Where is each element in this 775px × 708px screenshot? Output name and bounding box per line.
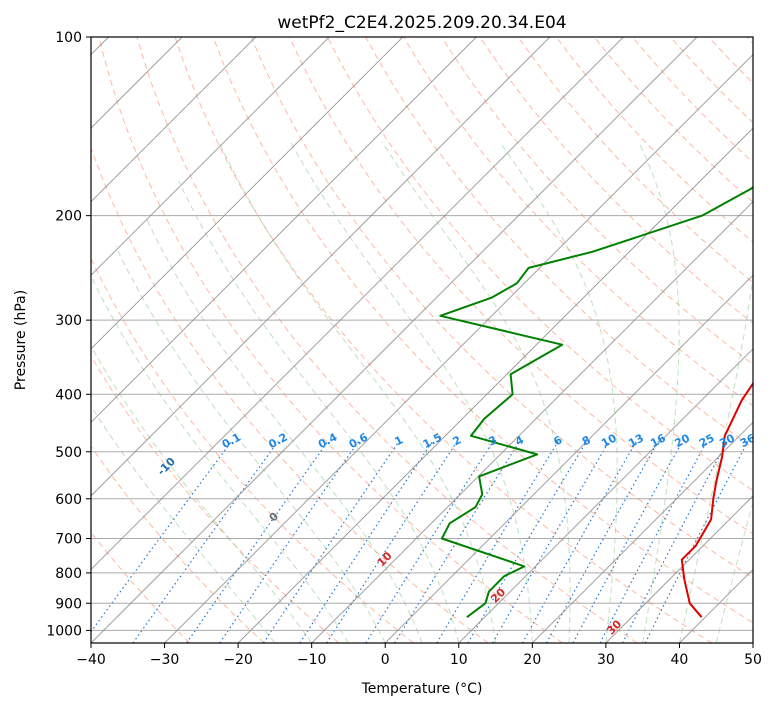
y-axis-title: Pressure (hPa)	[13, 290, 29, 390]
dry-adiabat-line	[212, 37, 753, 624]
mixing-ratio-line	[436, 440, 559, 643]
isotherm-line	[91, 37, 257, 203]
y-tick-label: 800	[55, 566, 82, 582]
isotherm-line	[311, 200, 753, 643]
isotherm-line	[91, 37, 404, 350]
moist-adiabat-line	[178, 180, 460, 643]
mixing-ratio-line	[599, 441, 708, 643]
dry-adiabat-line	[288, 37, 753, 535]
isotherm-line	[531, 421, 753, 643]
mixing-ratio-line	[467, 440, 588, 643]
y-tick-label: 900	[55, 596, 82, 612]
plot-frame	[90, 36, 754, 644]
mixing-ratio-line	[521, 440, 637, 643]
y-tick-label: 100	[55, 30, 82, 46]
moist-adiabat-line	[91, 275, 349, 643]
x-tick-label: 50	[744, 652, 762, 668]
y-tick-label: 300	[55, 313, 82, 329]
moist-adiabat-line	[91, 405, 276, 643]
y-tick-label: 1000	[46, 623, 82, 639]
mixing-ratio-line	[394, 440, 521, 643]
y-tick-label: 400	[55, 387, 82, 403]
mixing-ratio-line	[546, 440, 659, 643]
mixing-ratio-line	[326, 440, 458, 643]
dry-adiabat-line	[98, 37, 563, 643]
mixing-ratio-line	[572, 441, 684, 643]
dry-adiabat-line	[136, 37, 638, 643]
y-tick-label: 600	[55, 492, 82, 508]
isotherm-line	[91, 37, 477, 424]
mixing-ratio-label: 25	[697, 431, 717, 450]
isotherm-line	[605, 495, 753, 643]
isotherm-line	[164, 53, 753, 643]
x-tick-label: −10	[297, 652, 327, 668]
x-axis-title: Temperature (°C)	[361, 681, 483, 697]
isotherm-line	[91, 37, 624, 571]
isotherm-line	[91, 37, 551, 497]
moist-adiabat-line	[115, 245, 386, 643]
mixing-ratio-line	[132, 440, 279, 643]
dry-adiabat-line	[174, 37, 713, 643]
moist-adiabat-line	[144, 215, 423, 643]
mixing-ratio-label: 20	[672, 431, 692, 450]
x-tick-label: 10	[450, 652, 468, 668]
mixing-ratio-line	[186, 440, 329, 643]
moist-adiabat-line	[91, 345, 313, 643]
mixing-ratio-line	[492, 440, 610, 643]
mixing-ratio-label: 30	[717, 431, 737, 450]
x-tick-label: 40	[671, 652, 689, 668]
dry-adiabat-line	[91, 257, 414, 643]
x-tick-label: 20	[523, 652, 541, 668]
isotherm-line	[91, 37, 698, 643]
mixing-ratio-line	[644, 441, 749, 643]
isotherm-line	[384, 274, 753, 643]
sounding-series	[439, 185, 753, 618]
x-tick-label: −40	[76, 652, 106, 668]
mixing-ratio-lines	[91, 440, 749, 643]
isotherm-line	[458, 348, 753, 643]
y-tick-label: 500	[55, 445, 82, 461]
series-line-temperature	[680, 381, 753, 618]
chart-title: wetPf2_C2E4.2025.209.20.34.E04	[277, 13, 566, 33]
y-tick-label: 200	[55, 209, 82, 225]
dry-adiabat-line	[91, 445, 265, 643]
series-line-dewpoint	[439, 185, 753, 618]
x-tick-label: 30	[597, 652, 615, 668]
mixing-ratio-label: 10	[599, 431, 619, 450]
plot-area: -100-90-80-70-60-50-40-30-20-10010203040…	[91, 37, 758, 643]
y-axis-ticks: 100 200 300 400 500 600 700 800 900 1000	[46, 30, 91, 639]
mixing-ratio-line	[622, 441, 728, 643]
x-tick-label: −30	[150, 652, 180, 668]
mixing-ratio-label: 13	[626, 431, 646, 450]
mixing-ratio-line	[299, 440, 434, 643]
pressure-grid	[91, 215, 753, 631]
x-tick-label: −20	[223, 652, 253, 668]
dry-adiabat-line	[250, 37, 753, 579]
dry-adiabat-line	[327, 37, 753, 492]
isotherm-line	[91, 37, 330, 276]
line-labels: -100-90-80-70-60-50-40-30-20-10010203040…	[155, 430, 758, 637]
mixing-ratio-label: 36	[738, 431, 758, 450]
x-axis-ticks: −40 −30 −20 −10 0 10 20 30 40 50	[76, 643, 762, 668]
y-tick-label: 700	[55, 532, 82, 548]
x-tick-label: 0	[381, 652, 390, 668]
isotherms	[91, 37, 753, 643]
mixing-ratio-label: 16	[648, 431, 668, 450]
